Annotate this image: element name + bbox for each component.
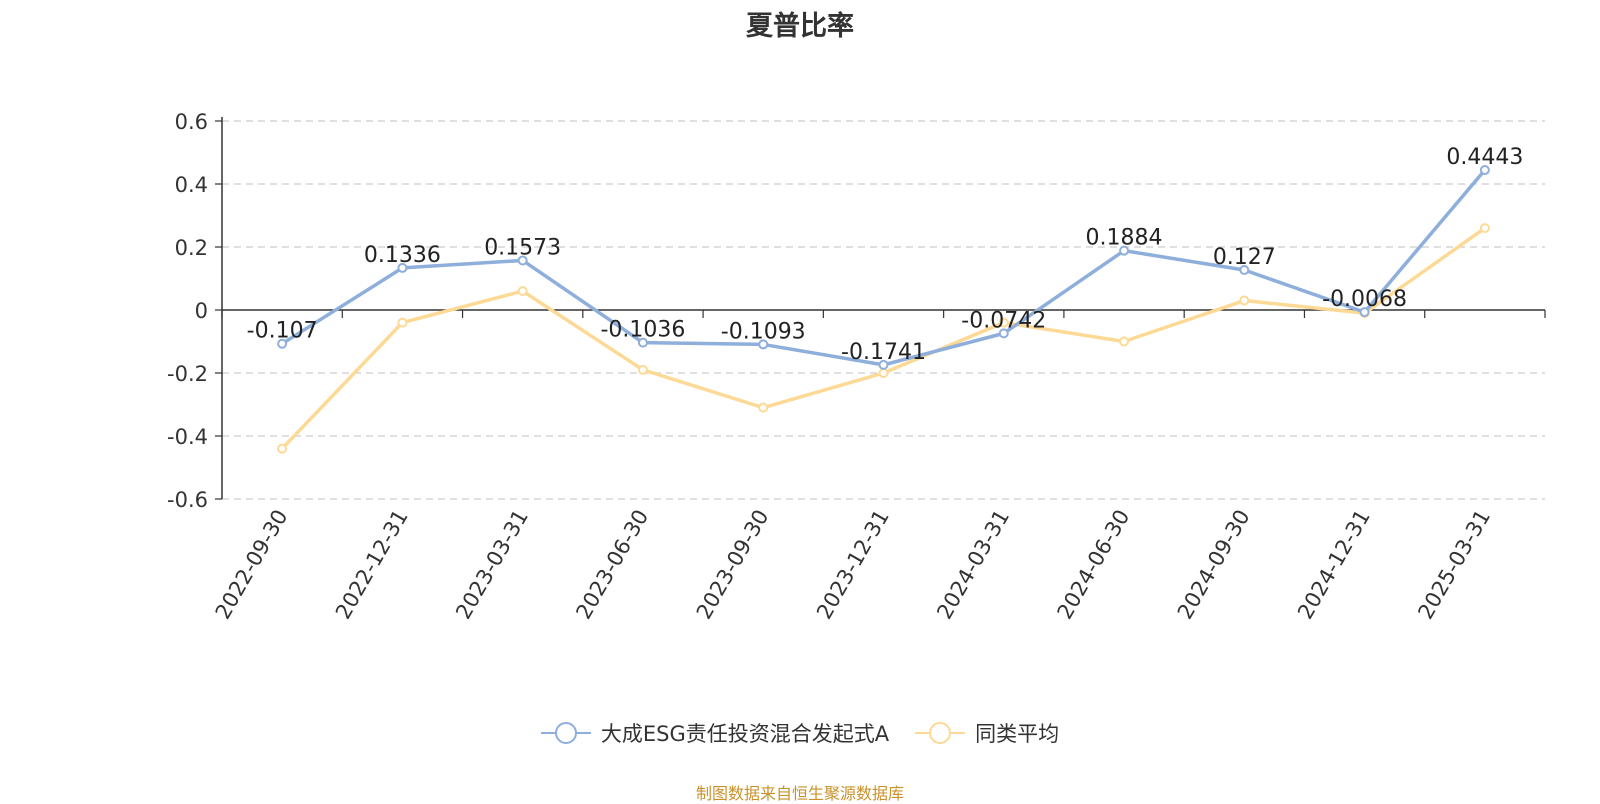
point-fund[interactable] <box>1239 264 1250 275</box>
point-fund[interactable] <box>1359 307 1370 318</box>
y-tick-label: 0.2 <box>175 236 208 260</box>
x-tick-label: 2023-03-31 <box>451 506 533 624</box>
y-tick-label: -0.4 <box>167 425 208 449</box>
data-label: 0.127 <box>1213 245 1276 270</box>
source-note: 制图数据来自恒生聚源数据库 <box>695 784 904 803</box>
point-fund[interactable] <box>517 255 528 266</box>
series-line-average <box>280 226 1486 450</box>
x-tick-label: 2024-06-30 <box>1053 506 1135 624</box>
point-fund[interactable] <box>1119 245 1130 256</box>
data-label: -0.0742 <box>961 308 1046 333</box>
x-tick-label: 2023-06-30 <box>571 506 653 624</box>
point-average[interactable] <box>637 364 648 375</box>
legend-label-average: 同类平均 <box>975 722 1060 746</box>
y-tick-label: 0.4 <box>175 173 208 197</box>
y-tick-label: -0.2 <box>167 362 208 386</box>
x-tick-label: 2025-03-31 <box>1413 506 1495 624</box>
point-average[interactable] <box>1239 295 1250 306</box>
point-fund[interactable] <box>758 339 769 350</box>
legend-label-fund: 大成ESG责任投资混合发起式A <box>600 722 890 746</box>
data-label: 0.4443 <box>1446 145 1523 170</box>
legend: 大成ESG责任投资混合发起式A 同类平均 <box>0 718 1600 748</box>
x-tick-label: 2024-03-31 <box>932 506 1014 624</box>
x-tick-label: 2024-12-31 <box>1293 506 1375 624</box>
data-label: -0.1741 <box>841 340 926 365</box>
point-average[interactable] <box>758 402 769 413</box>
y-tick-label: 0.6 <box>175 110 208 134</box>
point-fund[interactable] <box>277 338 288 349</box>
data-label: 0.1573 <box>484 235 561 260</box>
legend-item-fund[interactable]: 大成ESG责任投资混合发起式A <box>540 718 890 748</box>
point-fund[interactable] <box>397 262 408 273</box>
point-average[interactable] <box>1479 223 1490 234</box>
y-tick-label: 0 <box>195 299 208 323</box>
point-fund[interactable] <box>637 337 648 348</box>
point-average[interactable] <box>998 317 1009 328</box>
x-tick-label: 2023-09-30 <box>692 506 774 624</box>
legend-item-average[interactable]: 同类平均 <box>915 718 1059 748</box>
series-line-fund <box>281 168 1487 367</box>
point-fund[interactable] <box>878 359 889 370</box>
legend-marker-fund <box>540 722 591 744</box>
point-average[interactable] <box>277 443 288 454</box>
x-tick-label: 2024-09-30 <box>1173 506 1255 624</box>
data-label: 0.1336 <box>364 243 441 268</box>
x-tick-label: 2023-12-31 <box>812 506 894 624</box>
chart-title: 夏普比率 <box>746 11 854 42</box>
y-tick-label: -0.6 <box>167 488 208 512</box>
data-label: -0.107 <box>247 319 318 344</box>
point-fund[interactable] <box>998 328 1009 339</box>
point-average[interactable] <box>397 317 408 328</box>
point-average[interactable] <box>517 286 528 297</box>
x-tick-label: 2022-12-31 <box>331 505 413 623</box>
point-fund[interactable] <box>1479 165 1490 176</box>
point-average[interactable] <box>878 368 889 378</box>
point-average[interactable] <box>1119 336 1130 347</box>
legend-marker-average <box>915 722 966 744</box>
data-label: -0.0068 <box>1322 287 1407 312</box>
x-tick-label: 2022-09-30 <box>211 506 293 624</box>
data-label: -0.1036 <box>600 318 685 343</box>
data-label: -0.1093 <box>721 319 806 344</box>
data-label: 0.1884 <box>1086 226 1163 251</box>
